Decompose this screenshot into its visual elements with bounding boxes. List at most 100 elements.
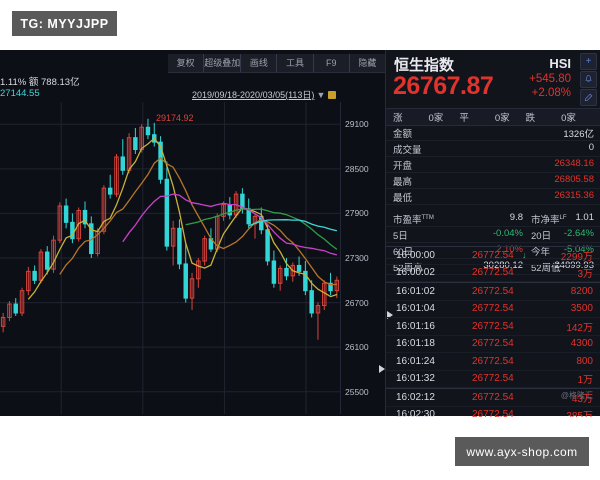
toolbar-item-fuquan[interactable]: 复权 — [168, 54, 205, 72]
ratio-label-left: 60日 — [393, 247, 414, 258]
ratio-row: 5日 -0.04% 20日 -2.64% — [386, 226, 600, 243]
tick-time: 16:01:32 — [396, 373, 435, 385]
ratio-label-right: 今年 — [531, 247, 551, 258]
tick-row[interactable]: 16:01:18 26772.54 4300 — [386, 336, 600, 353]
y-axis-tick: 29100 — [345, 119, 369, 130]
tick-row[interactable]: 16:00:00 26772.54 ↓ 2299万 — [386, 247, 600, 265]
quote-pane: 恒生指数 HSI 26767.87 +545.80 +2.08% + 涨 — [385, 50, 600, 417]
tick-price: 26772.54 — [472, 249, 514, 261]
stat-label: 开盘 — [393, 161, 413, 172]
tick-time: 16:02:12 — [396, 391, 435, 403]
ratio-value-left: 2.10% — [496, 244, 523, 255]
ratio-row: 市盈率TTM 9.8 市净率LF 1.01 — [386, 210, 600, 227]
tick-volume: 1万 — [577, 375, 593, 387]
toolbar-item-draw[interactable]: 画线 — [241, 54, 278, 72]
edit-icon[interactable] — [580, 89, 597, 106]
tick-price: 26772.54 — [472, 373, 514, 385]
y-axis-tick: 28500 — [345, 163, 369, 174]
tick-row[interactable]: 16:02:12 26772.54 43万 — [386, 388, 600, 407]
chart-last-value: 27144.55 — [0, 88, 40, 99]
tick-time: 16:01:24 — [396, 355, 435, 367]
ratio-label-left: 市盈率TTM — [393, 214, 434, 226]
lock-icon[interactable] — [328, 91, 337, 99]
stat-row: 开盘 26348.16 — [386, 156, 600, 173]
y-axis-tick: 27900 — [345, 208, 369, 219]
toolbar-item-hide[interactable]: 隐藏 — [358, 58, 377, 68]
tick-volume: 385万 — [566, 411, 593, 417]
stat-row: 金额 1326亿 — [386, 124, 600, 141]
stat-label: 最高 — [393, 177, 413, 188]
breadth-up-value: 0家 — [428, 113, 444, 124]
ratio-sup-right: LF — [559, 214, 567, 221]
tick-row[interactable]: 16:01:02 26772.54 8200 — [386, 282, 600, 301]
tick-price: 26772.54 — [472, 267, 514, 279]
ratio-sup-left: TTM — [421, 214, 434, 221]
pencil-glyph — [584, 93, 593, 102]
stat-row: 最低 26315.36 — [386, 188, 600, 205]
tick-time: 16:01:16 — [396, 320, 435, 332]
stat-label: 最低 — [393, 193, 413, 204]
index-name: 恒生指数 — [394, 57, 455, 74]
ratio-label-right: 市净率LF — [531, 214, 567, 226]
tick-time: 16:00:00 — [396, 249, 435, 261]
breadth-flat-label: 平 — [459, 113, 469, 124]
tick-row[interactable]: 16:02:30 26772.54 385万 — [386, 407, 600, 417]
ratio-label-right: 52周低 — [531, 263, 561, 274]
add-icon[interactable]: + — [580, 53, 597, 70]
ratio-value-left: -0.04% — [492, 228, 523, 239]
stat-value: 26315.36 — [554, 190, 594, 201]
tick-time: 16:01:02 — [396, 285, 435, 297]
date-range-label: 2019/09/18-2020/03/05(113日) — [192, 90, 315, 100]
toolbar-item-f9[interactable]: F9 — [314, 54, 350, 72]
y-axis-tick: 26100 — [345, 342, 369, 353]
tick-row[interactable]: 16:01:24 26772.54 800 — [386, 353, 600, 371]
ratio-value-right: 1.01 — [575, 212, 595, 223]
stat-row: 最高 26805.58 — [386, 172, 600, 189]
tick-price: 26772.54 — [472, 391, 514, 403]
panel-expand-arrow-icon[interactable] — [379, 365, 385, 373]
tick-list-arrow-icon[interactable] — [387, 311, 393, 319]
y-axis-tick: 26700 — [345, 297, 369, 308]
ratio-value-right: -2.64% — [563, 228, 594, 239]
price-axis: 29100 28500 27900 27300 26700 26100 25500 — [340, 102, 385, 414]
tick-row[interactable]: 16:01:04 26772.54 3500 — [386, 301, 600, 318]
tick-row[interactable]: 16:01:32 26772.54 1万 — [386, 371, 600, 388]
ratio-value-left: 30280.12 — [483, 260, 523, 271]
stat-row: 成交量 0 — [386, 140, 600, 157]
bell-glyph — [585, 75, 592, 83]
toolbar-item-tools[interactable]: 工具 — [277, 54, 314, 72]
trading-app-window: 复权 超级叠加 画线 工具 F9 隐藏 1.11% 额 788.13亿 27144.55 … — [0, 50, 600, 417]
chart-date-range-selector[interactable]: 2019/09/18-2020/03/05(113日) ▼ — [192, 88, 337, 101]
chart-top-info: 1.11% 额 788.13亿 — [0, 77, 80, 88]
stat-label: 金额 — [393, 129, 413, 140]
trade-tick-list[interactable]: @格隆汇 16:00:00 26772.54 ↓ 2299万 16:00:02 26772… — [386, 246, 600, 417]
tick-price: 26772.54 — [472, 409, 514, 417]
tick-volume: 4300 — [570, 338, 593, 350]
tick-time: 16:02:30 — [396, 409, 435, 417]
breadth-down-label: 跌 — [525, 113, 536, 124]
tick-price: 26772.54 — [472, 320, 514, 332]
tick-volume: 3500 — [570, 303, 593, 315]
y-axis-tick: 27300 — [345, 253, 369, 263]
source-watermark: @格隆汇 — [560, 391, 593, 400]
bell-icon[interactable] — [580, 71, 597, 88]
tick-time: 16:01:04 — [396, 303, 435, 315]
chart-pane: 复权 超级叠加 画线 工具 F9 隐藏 1.11% 额 788.13亿 27144.55 … — [0, 50, 385, 416]
ratio-row: 60日 2.10% 今年 -5.04% — [386, 242, 600, 259]
tick-volume: 3万 — [577, 269, 593, 281]
chevron-down-icon[interactable]: ▼ — [316, 90, 326, 100]
tick-direction-icon: ↓ — [522, 250, 527, 261]
tick-price: 26772.54 — [472, 338, 514, 350]
tick-row[interactable]: 16:00:02 26772.54 3万 — [386, 265, 600, 282]
index-code: HSI — [549, 56, 571, 71]
candlestick-plot[interactable] — [0, 102, 340, 414]
change-percent: +2.08% — [531, 87, 571, 99]
tick-time: 16:01:18 — [396, 338, 435, 350]
toolbar-item-overlay[interactable]: 超级叠加 — [204, 54, 242, 72]
breadth-flat-value: 0家 — [494, 113, 510, 124]
ratio-label-right: 20日 — [531, 231, 552, 242]
last-price: 26767.87 — [393, 72, 494, 100]
tick-row[interactable]: 16:01:16 26772.54 142万 — [386, 318, 600, 336]
stat-value: 0 — [588, 142, 594, 153]
ratio-row: 52周高 30280.12 52周低 24899.93 — [386, 258, 600, 275]
